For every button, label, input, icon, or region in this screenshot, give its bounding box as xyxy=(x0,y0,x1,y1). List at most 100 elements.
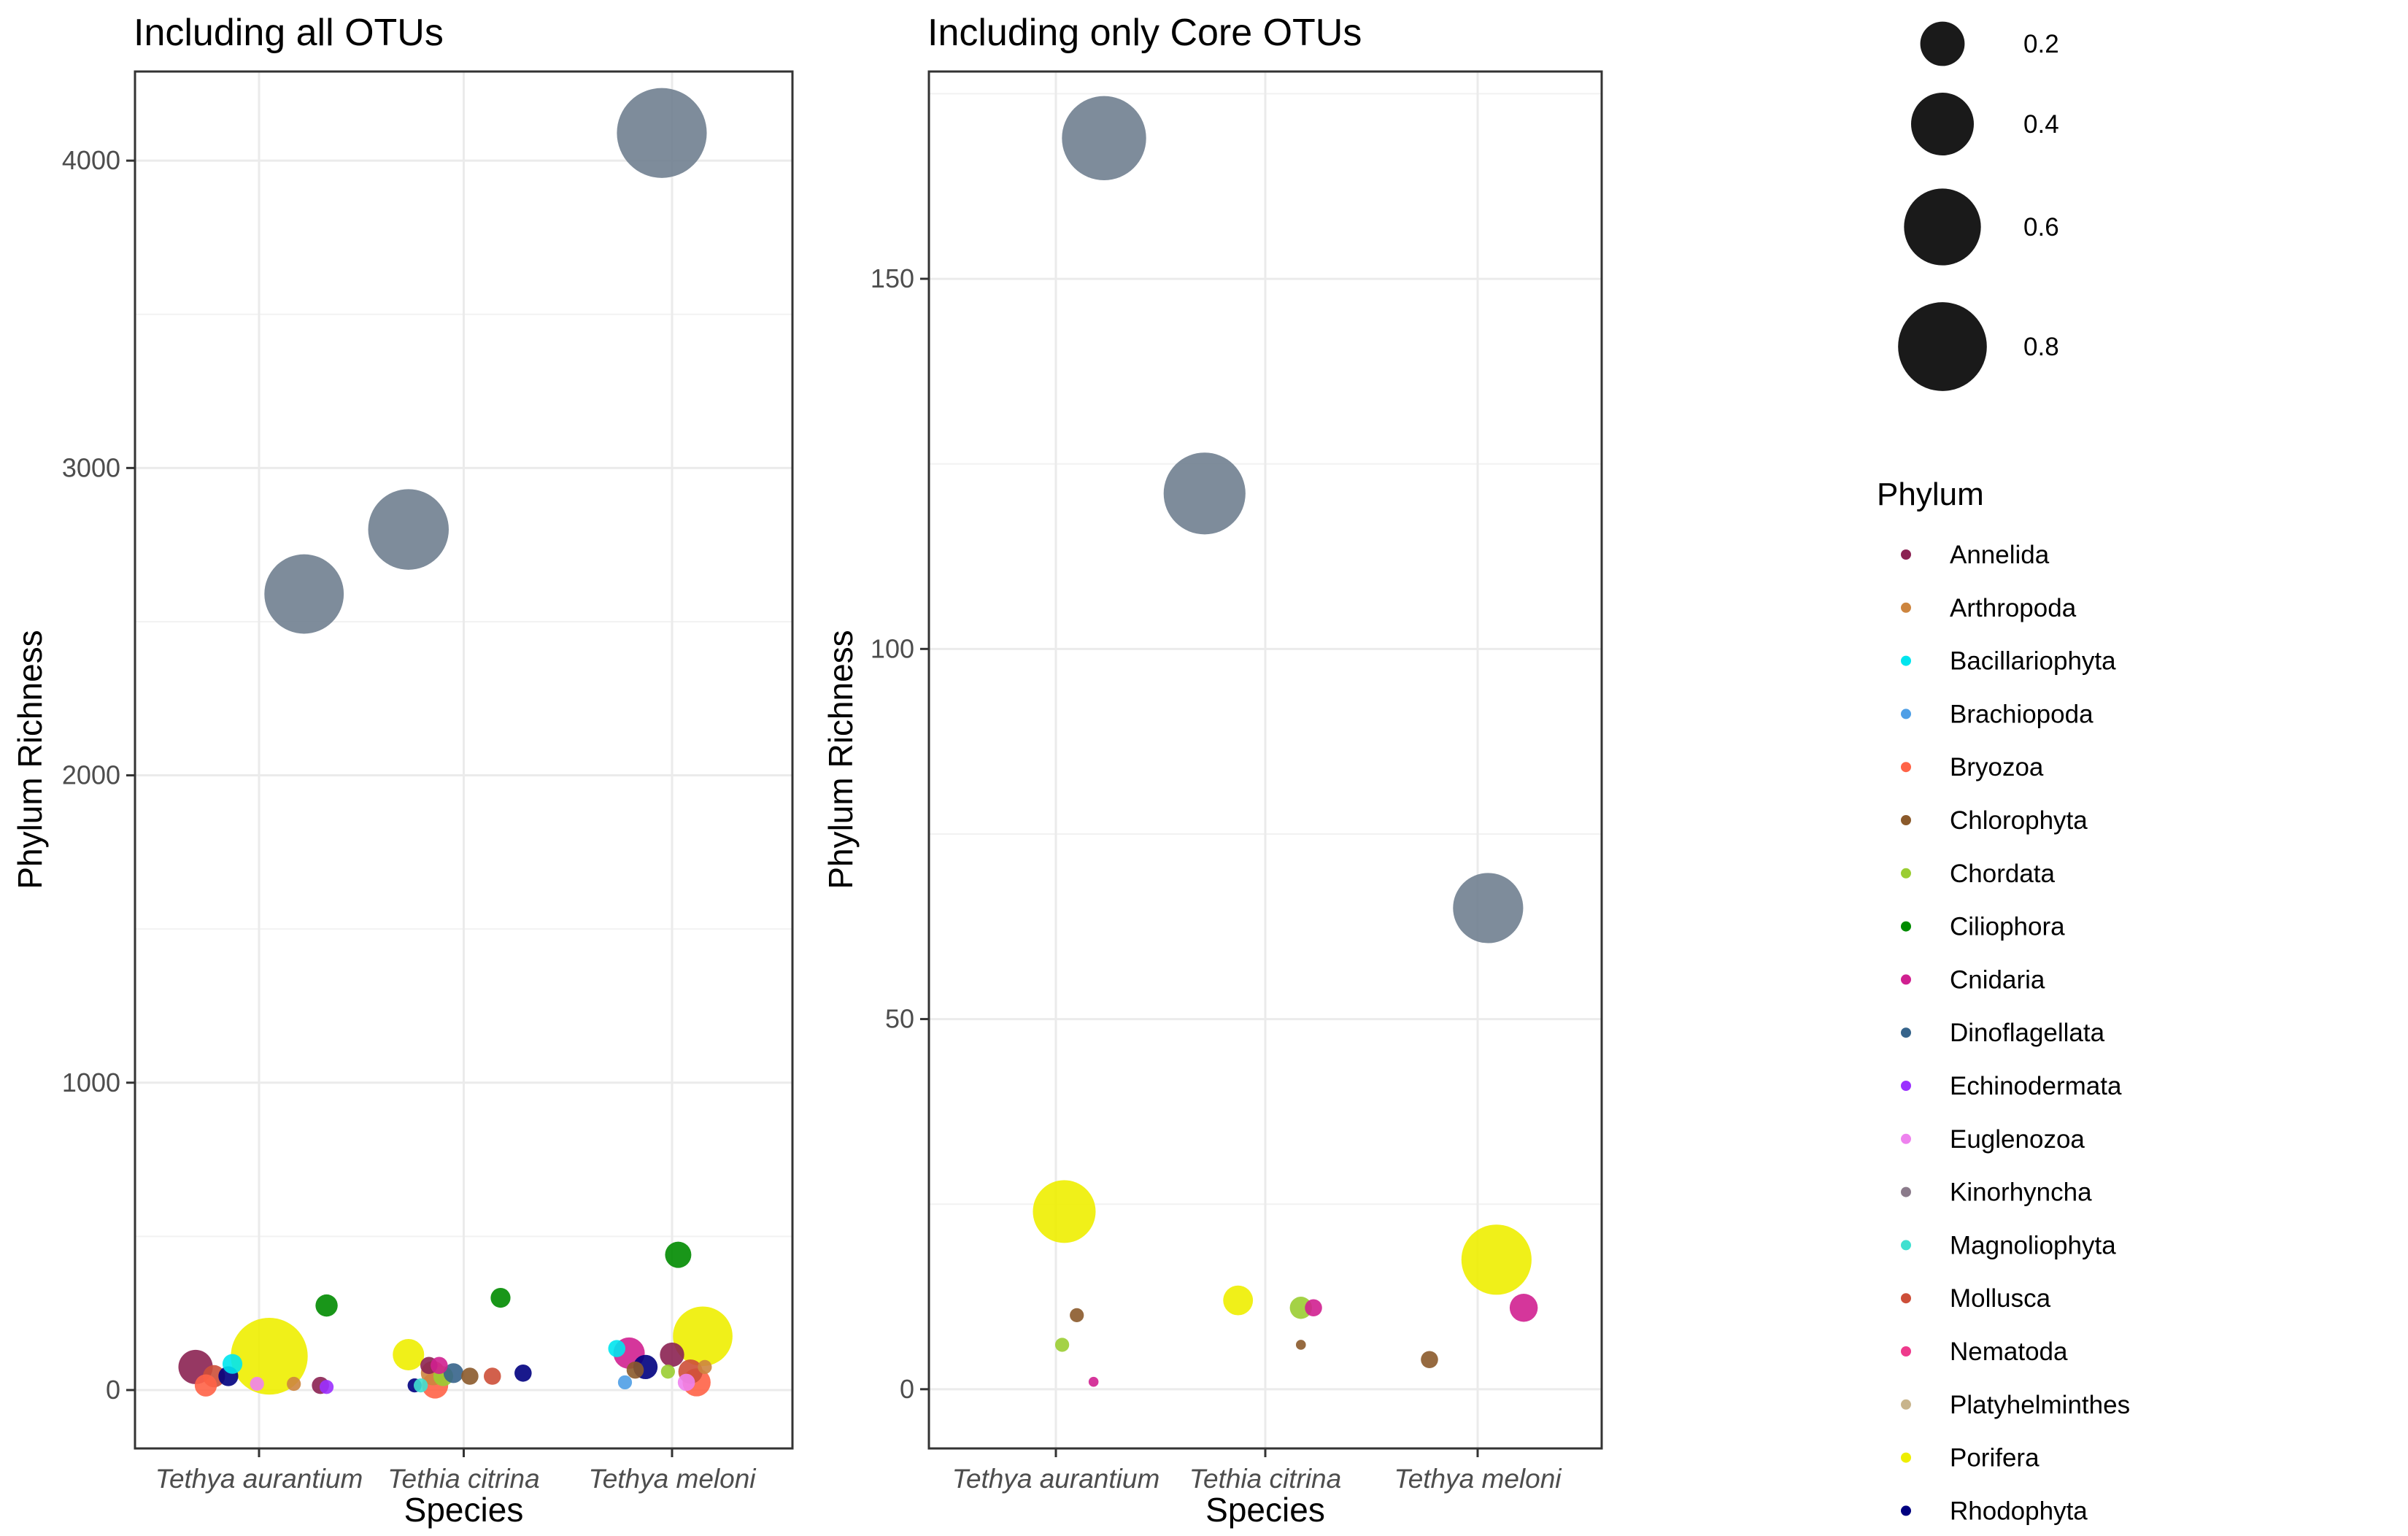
size-legend-circle-0-8 xyxy=(1898,302,1987,391)
x-axis-label-core-otus: Species xyxy=(1205,1491,1325,1529)
y-tick-label-core-otus: 100 xyxy=(871,633,914,663)
grid-all-otus xyxy=(135,72,792,1448)
point-unassigned-core-otus xyxy=(1453,873,1524,943)
point-cnidaria-core-otus xyxy=(1509,1294,1538,1322)
legend-key-magnoliophyta xyxy=(1901,1240,1911,1251)
x-tick-label-tethya-meloni-core-otus: Tethya meloni xyxy=(1394,1464,1563,1494)
points-all-otus xyxy=(178,88,733,1399)
x-tick-label-tethia-citrina-all-otus: Tethia citrina xyxy=(387,1464,539,1494)
point-euglenozoa-all-otus xyxy=(250,1376,264,1392)
size-legend-label-0-2: 0.2 xyxy=(2023,30,2059,58)
point-bacillariophyta-all-otus xyxy=(222,1354,243,1374)
legend-key-chlorophyta xyxy=(1901,815,1911,825)
point-brachiopoda-all-otus xyxy=(617,1375,633,1390)
legend-label-bacillariophyta: Bacillariophyta xyxy=(1950,647,2116,676)
point-chlorophyta-core-otus xyxy=(1421,1351,1438,1369)
point-bryozoa-all-otus xyxy=(194,1374,217,1397)
panel-title-all-otus: Including all OTUs xyxy=(134,12,444,54)
legend-label-chordata: Chordata xyxy=(1950,860,2056,888)
point-cnidaria-core-otus xyxy=(1088,1376,1099,1387)
legend-key-echinodermata xyxy=(1901,1081,1911,1091)
legend-label-kinorhyncha: Kinorhyncha xyxy=(1950,1178,2092,1207)
legend-phylum-title: Phylum xyxy=(1877,476,1984,512)
y-tick-label-core-otus: 50 xyxy=(885,1004,914,1034)
x-tick-label-tethya-meloni-all-otus: Tethya meloni xyxy=(589,1464,757,1494)
size-legend-label-0-6: 0.6 xyxy=(2023,213,2059,242)
size-legend-circle-0-2 xyxy=(1920,21,1965,66)
legend-label-nematoda: Nematoda xyxy=(1950,1338,2068,1366)
legend-label-bryozoa: Bryozoa xyxy=(1950,753,2044,781)
legend-label-arthropoda: Arthropoda xyxy=(1950,594,2077,622)
legend-label-mollusca: Mollusca xyxy=(1950,1284,2051,1313)
panel-all-otus: Including all OTUs 0 1000 2000 3000 4000 Teth… xyxy=(11,12,794,1529)
point-ciliophora-all-otus xyxy=(665,1241,692,1268)
point-euglenozoa-all-otus xyxy=(677,1373,695,1392)
legend-key-brachiopoda xyxy=(1901,709,1911,719)
x-tick-label-tethia-citrina-core-otus: Tethia citrina xyxy=(1189,1464,1341,1494)
point-dinoflagellata-all-otus xyxy=(443,1363,464,1383)
point-magnoliophyta-all-otus xyxy=(413,1378,428,1393)
panel-title-core-otus: Including only Core OTUs xyxy=(927,12,1362,54)
legend-size: 0.2 0.4 0.6 0.8 xyxy=(1898,21,2059,391)
point-cnidaria-core-otus xyxy=(1305,1299,1322,1317)
points-core-otus xyxy=(1033,96,1538,1387)
y-axis-label-all-otus: Phylum Richness xyxy=(11,630,49,889)
point-unassigned-core-otus xyxy=(1062,96,1146,181)
legend-key-euglenozoa xyxy=(1901,1133,1911,1144)
legend-key-mollusca xyxy=(1901,1293,1911,1304)
point-arthropoda-all-otus xyxy=(287,1376,301,1392)
point-porifera-all-otus xyxy=(231,1317,308,1395)
point-chordata-core-otus xyxy=(1289,1297,1312,1319)
point-annelida-all-otus xyxy=(660,1342,684,1367)
legend-key-chordata xyxy=(1901,868,1911,879)
legend-key-platyhelminthes xyxy=(1901,1399,1911,1410)
legend-key-annelida xyxy=(1901,549,1911,560)
panel-core-otus: Including only Core OTUs 0 50 100 150 Tethya… xyxy=(822,12,1603,1529)
point-ciliophora-all-otus xyxy=(490,1288,511,1308)
legend-label-cnidaria: Cnidaria xyxy=(1950,965,2045,994)
legend-label-euglenozoa: Euglenozoa xyxy=(1950,1125,2085,1154)
point-porifera-core-otus xyxy=(1033,1180,1096,1243)
legend-key-dinoflagellata xyxy=(1901,1027,1911,1038)
point-ciliophora-all-otus xyxy=(315,1294,338,1317)
point-chlorophyta-core-otus xyxy=(1070,1308,1084,1323)
point-porifera-core-otus xyxy=(1223,1285,1254,1316)
point-unassigned-all-otus xyxy=(368,489,449,570)
legend-phylum: Phylum Annelida Arthropoda Bacillariophyta… xyxy=(1877,476,2130,1525)
point-porifera-all-otus xyxy=(673,1306,733,1367)
size-legend-circle-0-4 xyxy=(1910,92,1975,156)
y-tick-label-all-otus: 4000 xyxy=(62,145,120,175)
x-tick-label-tethya-aurantium-core-otus: Tethya aurantium xyxy=(952,1464,1160,1494)
y-tick-label-all-otus: 2000 xyxy=(62,760,120,790)
point-cnidaria-all-otus xyxy=(431,1356,448,1375)
legend-label-annelida: Annelida xyxy=(1950,541,2050,569)
point-unassigned-core-otus xyxy=(1163,452,1246,535)
point-rhodophyta-all-otus xyxy=(514,1365,532,1382)
size-legend-label-0-8: 0.8 xyxy=(2023,333,2059,361)
point-unassigned-all-otus xyxy=(617,88,707,178)
y-tick-label-all-otus: 1000 xyxy=(62,1068,120,1097)
legend-key-porifera xyxy=(1901,1452,1911,1463)
legend-key-bacillariophyta xyxy=(1901,655,1911,666)
legend-label-echinodermata: Echinodermata xyxy=(1950,1072,2122,1100)
legend-label-dinoflagellata: Dinoflagellata xyxy=(1950,1019,2105,1047)
legend-key-cnidaria xyxy=(1901,974,1911,985)
point-porifera-core-otus xyxy=(1461,1224,1532,1295)
legend-key-nematoda xyxy=(1901,1346,1911,1356)
point-mollusca-all-otus xyxy=(483,1367,501,1385)
x-axis-label-all-otus: Species xyxy=(404,1491,524,1529)
point-bacillariophyta-all-otus xyxy=(608,1340,626,1357)
legend-label-brachiopoda: Brachiopoda xyxy=(1950,700,2094,728)
legend-label-rhodophyta: Rhodophyta xyxy=(1950,1497,2088,1525)
point-unassigned-all-otus xyxy=(264,554,344,634)
legend-key-kinorhyncha xyxy=(1901,1186,1911,1197)
point-chlorophyta-all-otus xyxy=(626,1361,644,1379)
axes-core-otus: 0 50 100 150 Tethya aurantium Tethia citrina T… xyxy=(871,263,1562,1494)
legend-label-platyhelminthes: Platyhelminthes xyxy=(1950,1391,2130,1419)
y-tick-label-core-otus: 0 xyxy=(900,1374,914,1404)
y-tick-label-all-otus: 3000 xyxy=(62,452,120,482)
point-chordata-core-otus xyxy=(1054,1338,1070,1352)
legend-key-ciliophora xyxy=(1901,921,1911,932)
